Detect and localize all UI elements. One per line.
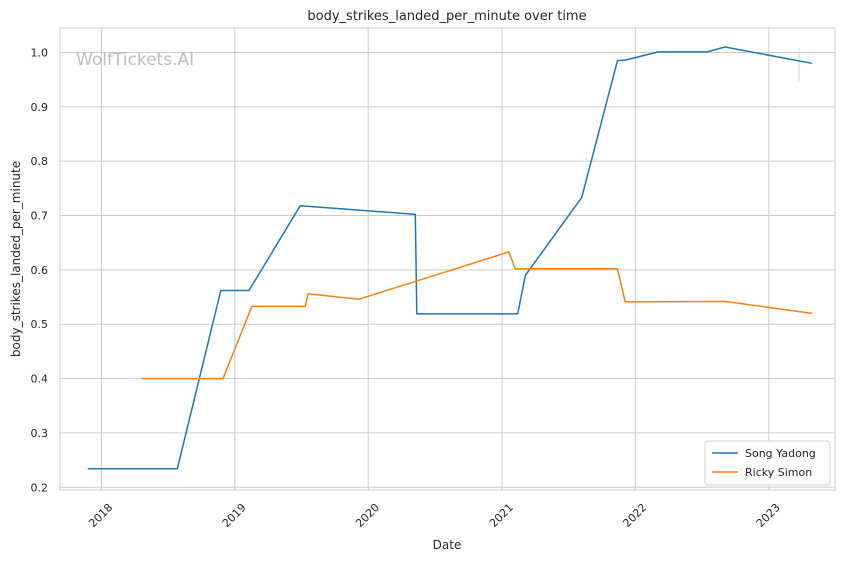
x-tick-label: 2021 [487, 501, 516, 530]
legend-box [704, 440, 831, 486]
series-lines [87, 46, 813, 470]
y-tick-label: 0.7 [31, 210, 49, 223]
y-tick-label: 0.5 [31, 318, 49, 331]
y-axis-label: body_strikes_landed_per_minute [9, 161, 23, 357]
grid-lines [60, 28, 835, 490]
x-tick-label: 2018 [86, 501, 115, 530]
y-tick-label: 1.0 [31, 46, 49, 59]
x-tick-label: 2020 [353, 501, 382, 530]
x-tick-label: 2019 [220, 501, 249, 530]
y-tick-label: 0.3 [31, 427, 49, 440]
watermark: WolfTickets.AI [76, 50, 194, 70]
y-tick-label: 0.2 [31, 481, 49, 494]
plot-area [59, 27, 836, 491]
y-tick-label: 0.4 [31, 373, 49, 386]
y-tick-label: 0.6 [31, 264, 49, 277]
y-tick-label: 0.8 [31, 155, 49, 168]
legend-label-song-yadong: Song Yadong [745, 447, 816, 460]
legend: Song Yadong Ricky Simon [704, 440, 831, 486]
series-line-song-yadong [87, 46, 813, 470]
legend-label-ricky-simon: Ricky Simon [745, 466, 812, 479]
chart-title: body_strikes_landed_per_minute over time [307, 9, 586, 24]
y-tick-label: 0.9 [31, 101, 49, 114]
x-tick-label: 2023 [754, 501, 783, 530]
series-line-ricky-simon [141, 251, 813, 380]
x-axis-label: Date [433, 538, 462, 552]
x-tick-label: 2022 [620, 501, 649, 530]
